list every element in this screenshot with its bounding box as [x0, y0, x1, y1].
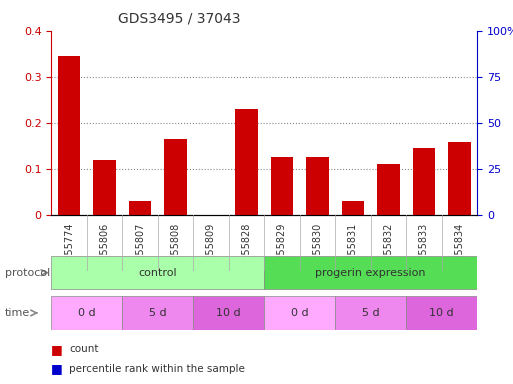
- FancyBboxPatch shape: [335, 296, 406, 329]
- Text: 10 d: 10 d: [429, 308, 454, 318]
- Text: 0 d: 0 d: [78, 308, 95, 318]
- Bar: [58, 56, 80, 215]
- FancyBboxPatch shape: [193, 296, 264, 329]
- Bar: [377, 164, 400, 215]
- Bar: [448, 142, 470, 215]
- Text: ■: ■: [51, 362, 63, 375]
- FancyBboxPatch shape: [264, 256, 477, 289]
- Text: control: control: [139, 268, 177, 278]
- Bar: [129, 201, 151, 215]
- Bar: [93, 160, 116, 215]
- Bar: [412, 148, 435, 215]
- Text: ■: ■: [51, 343, 63, 356]
- Text: 5 d: 5 d: [362, 308, 380, 318]
- Text: 0 d: 0 d: [291, 308, 308, 318]
- FancyBboxPatch shape: [51, 296, 122, 329]
- FancyBboxPatch shape: [122, 296, 193, 329]
- Text: 10 d: 10 d: [216, 308, 241, 318]
- Text: protocol: protocol: [5, 268, 50, 278]
- Bar: [271, 157, 293, 215]
- Bar: [164, 139, 187, 215]
- Bar: [342, 201, 364, 215]
- Text: GDS3495 / 37043: GDS3495 / 37043: [119, 12, 241, 25]
- FancyBboxPatch shape: [51, 256, 264, 289]
- FancyBboxPatch shape: [264, 296, 335, 329]
- FancyBboxPatch shape: [406, 296, 477, 329]
- Text: time: time: [5, 308, 30, 318]
- Text: progerin expression: progerin expression: [315, 268, 426, 278]
- Text: percentile rank within the sample: percentile rank within the sample: [69, 364, 245, 374]
- Bar: [235, 109, 258, 215]
- Text: count: count: [69, 344, 99, 354]
- Text: 5 d: 5 d: [149, 308, 167, 318]
- Bar: [306, 157, 329, 215]
